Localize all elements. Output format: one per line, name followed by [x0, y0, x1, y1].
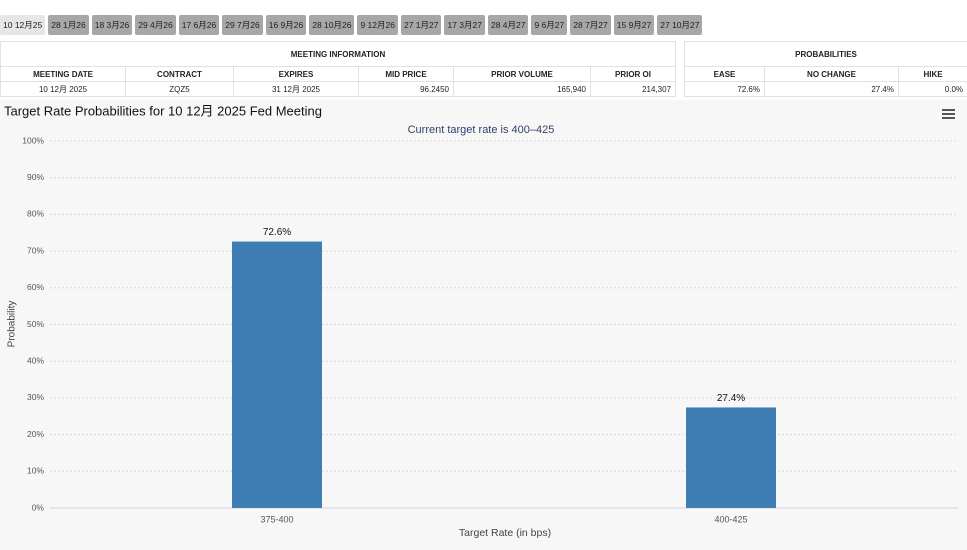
tab[interactable]: 10 12月25: [0, 15, 46, 35]
meeting-table: MEETING INFORMATION MEETING DATE CONTRACT E…: [0, 41, 677, 97]
table-title: MEETING INFORMATION: [0, 41, 677, 67]
table-cell: 165,940: [453, 81, 591, 97]
table-cell: 31 12月 2025: [233, 81, 359, 97]
tab[interactable]: 28 7月27: [570, 15, 611, 35]
tab[interactable]: 15 9月27: [613, 15, 655, 35]
column-header: PRIOR VOLUME: [453, 66, 591, 82]
column-header: HIKE: [898, 66, 967, 82]
y-tick-label: 60%: [27, 282, 44, 292]
y-tick-label: 30%: [27, 392, 44, 402]
y-tick-label: 0%: [32, 502, 45, 512]
column-header: MEETING DATE: [0, 66, 126, 82]
value-label: 27.4%: [717, 393, 745, 404]
tab[interactable]: 18 3月26: [91, 15, 133, 35]
y-tick-label: 50%: [27, 319, 44, 329]
tab[interactable]: 16 9月26: [265, 15, 307, 35]
table-cell: 0.0%: [898, 81, 967, 97]
bar: [686, 407, 776, 508]
column-header: MID PRICE: [358, 66, 454, 82]
chart-title: Target Rate Probabilities for 10 12月 202…: [4, 103, 322, 118]
column-header: EXPIRES: [233, 66, 359, 82]
chart: Target Rate Probabilities for 10 12月 202…: [0, 100, 967, 550]
tab-bar: 10 12月25 28 1月26 18 3月26 29 4月26 17 6月26 29 7…: [0, 15, 703, 35]
tab[interactable]: 17 6月26: [178, 15, 220, 35]
value-label: 72.6%: [263, 227, 291, 238]
column-header: NO CHANGE: [764, 66, 899, 82]
y-tick-label: 70%: [27, 245, 44, 255]
column-header: CONTRACT: [125, 66, 234, 82]
tab[interactable]: 29 7月26: [222, 15, 263, 35]
y-axis-title: Probability: [7, 301, 18, 348]
table-row: 72.6% 27.4% 0.0%: [684, 81, 967, 97]
tab[interactable]: 27 10月27: [657, 15, 703, 35]
tab[interactable]: 29 4月26: [135, 15, 176, 35]
x-tick-label: 400-425: [714, 514, 747, 524]
x-tick-label: 375-400: [260, 514, 293, 524]
tab[interactable]: 27 1月27: [400, 15, 442, 35]
y-tick-label: 80%: [27, 209, 44, 219]
tab[interactable]: 17 3月27: [444, 15, 485, 35]
column-header: EASE: [684, 66, 765, 82]
tab[interactable]: 9 6月27: [531, 15, 568, 35]
x-axis-title: Target Rate (in bps): [459, 527, 551, 539]
tab[interactable]: 28 4月27: [487, 15, 529, 35]
y-tick-label: 100%: [22, 135, 44, 145]
bar: [232, 241, 322, 509]
table-cell: 10 12月 2025: [0, 81, 126, 97]
tab[interactable]: 28 10月26: [309, 15, 355, 35]
table-cell: 27.4%: [764, 81, 899, 97]
y-tick-label: 40%: [27, 355, 44, 365]
table-row: 10 12月 2025 ZQZ5 31 12月 2025 96.2450 165,940…: [0, 81, 677, 97]
table-cell: 96.2450: [358, 81, 454, 97]
column-header: PRIOR OI: [589, 66, 677, 82]
menu-button[interactable]: [942, 109, 955, 119]
table-cell: 214,307: [589, 81, 677, 97]
tab[interactable]: 9 12月26: [357, 15, 398, 35]
y-tick-label: 20%: [27, 429, 44, 439]
chart-subtitle: Current target rate is 400–425: [408, 124, 555, 136]
tab[interactable]: 28 1月26: [48, 15, 89, 35]
y-tick-label: 90%: [27, 172, 44, 182]
y-tick-label: 10%: [27, 466, 44, 476]
table-cell: 72.6%: [684, 81, 765, 97]
table-title: PROBABILITIES: [684, 41, 967, 67]
table-cell: ZQZ5: [125, 81, 234, 97]
probabilities-table: PROBABILITIES EASE NO CHANGE HIKE 72.6% 27.4%…: [684, 41, 967, 97]
